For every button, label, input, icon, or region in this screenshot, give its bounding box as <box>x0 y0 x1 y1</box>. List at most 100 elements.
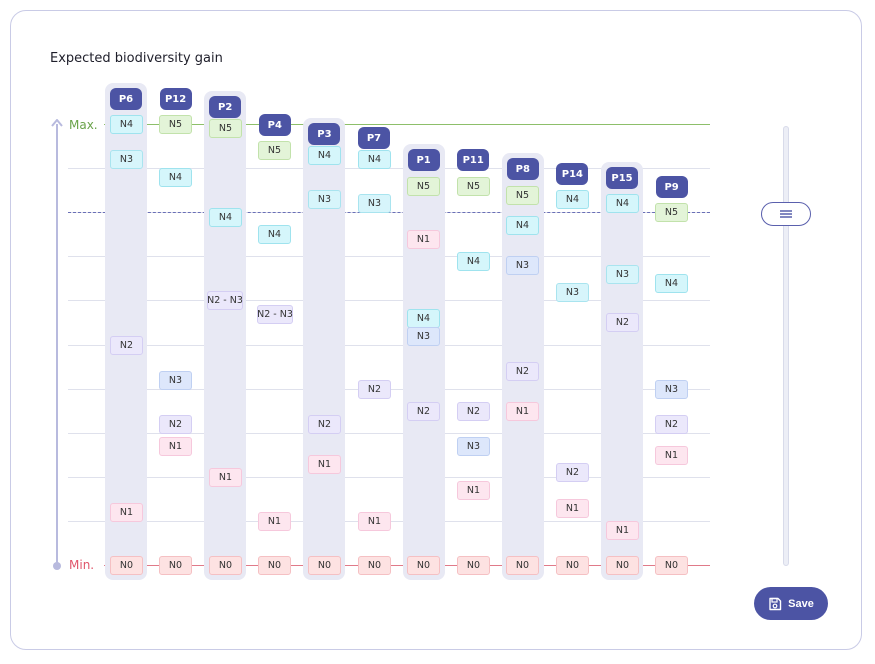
level-chip-p8-n3[interactable]: N3 <box>506 256 539 275</box>
grid-line <box>68 256 710 257</box>
project-header-p2[interactable]: P2 <box>209 96 242 118</box>
level-chip-p12-n5[interactable]: N5 <box>159 115 192 134</box>
level-chip-p14-n1[interactable]: N1 <box>556 499 589 518</box>
max-line <box>104 124 710 125</box>
project-header-p15[interactable]: P15 <box>606 167 638 189</box>
level-chip-p12-n1[interactable]: N1 <box>159 437 192 456</box>
level-chip-p3-n0[interactable]: N0 <box>308 556 341 575</box>
level-chip-p3-n1[interactable]: N1 <box>308 455 341 474</box>
project-column-bg <box>204 91 247 580</box>
level-chip-p1-n4[interactable]: N4 <box>407 309 440 328</box>
level-chip-p11-n4[interactable]: N4 <box>457 252 490 271</box>
level-chip-p8-n1[interactable]: N1 <box>506 402 539 421</box>
level-chip-p15-n0[interactable]: N0 <box>606 556 639 575</box>
level-chip-p14-n0[interactable]: N0 <box>556 556 589 575</box>
project-header-p12[interactable]: P12 <box>159 88 192 110</box>
project-column-bg <box>303 118 346 580</box>
level-chip-p9-n3[interactable]: N3 <box>655 380 688 399</box>
level-chip-p3-n3[interactable]: N3 <box>308 190 341 209</box>
level-chip-p15-n3[interactable]: N3 <box>606 265 639 284</box>
level-chip-p11-n1[interactable]: N1 <box>457 481 490 500</box>
threshold-slider-track[interactable] <box>783 126 789 566</box>
project-header-p7[interactable]: P7 <box>358 127 390 149</box>
drag-handle-icon <box>780 210 792 218</box>
chart-title: Expected biodiversity gain <box>50 51 223 66</box>
project-header-p1[interactable]: P1 <box>407 149 440 171</box>
level-chip-p14-n4[interactable]: N4 <box>556 190 589 209</box>
level-chip-p9-n5[interactable]: N5 <box>655 203 688 222</box>
level-chip-p9-n2[interactable]: N2 <box>655 415 688 434</box>
level-chip-p7-n1[interactable]: N1 <box>358 512 391 531</box>
level-chip-p6-n3[interactable]: N3 <box>110 150 143 169</box>
save-button[interactable]: Save <box>754 587 828 620</box>
grid-line <box>68 345 710 346</box>
level-chip-p8-n2[interactable]: N2 <box>506 362 539 381</box>
project-header-p6[interactable]: P6 <box>110 88 142 110</box>
min-label: Min. <box>69 558 95 572</box>
project-header-p4[interactable]: P4 <box>258 114 291 136</box>
level-chip-p15-n4[interactable]: N4 <box>606 194 639 213</box>
threshold-slider-handle[interactable] <box>761 202 811 226</box>
grid-line <box>68 300 710 301</box>
project-column-bg <box>402 144 445 580</box>
level-chip-p9-n4[interactable]: N4 <box>655 274 688 293</box>
grid-line <box>68 477 710 478</box>
level-chip-p12-n4[interactable]: N4 <box>159 168 192 187</box>
level-chip-p4-n1[interactable]: N1 <box>258 512 291 531</box>
level-chip-p7-n0[interactable]: N0 <box>358 556 391 575</box>
level-chip-p11-n3[interactable]: N3 <box>457 437 490 456</box>
level-chip-p2-n1[interactable]: N1 <box>209 468 242 487</box>
level-chip-p4-n5[interactable]: N5 <box>258 141 291 160</box>
level-chip-p1-n0[interactable]: N0 <box>407 556 440 575</box>
level-chip-p15-n1[interactable]: N1 <box>606 521 639 540</box>
level-chip-p9-n1[interactable]: N1 <box>655 446 688 465</box>
level-chip-p1-n5[interactable]: N5 <box>407 177 440 196</box>
level-chip-p12-n2[interactable]: N2 <box>159 415 192 434</box>
level-chip-p3-n4[interactable]: N4 <box>308 146 341 165</box>
level-chip-p2-n5[interactable]: N5 <box>209 119 242 138</box>
save-icon <box>769 597 782 610</box>
y-axis <box>56 124 58 566</box>
project-header-p14[interactable]: P14 <box>556 163 589 185</box>
level-chip-p2-n2-n3[interactable]: N2 - N3 <box>207 291 243 310</box>
project-header-p11[interactable]: P11 <box>457 149 490 171</box>
project-column-bg <box>601 162 643 580</box>
y-axis-origin-dot <box>53 562 61 570</box>
level-chip-p1-n3[interactable]: N3 <box>407 327 440 346</box>
level-chip-p6-n0[interactable]: N0 <box>110 556 143 575</box>
level-chip-p11-n2[interactable]: N2 <box>457 402 490 421</box>
level-chip-p7-n2[interactable]: N2 <box>358 380 391 399</box>
level-chip-p9-n0[interactable]: N0 <box>655 556 688 575</box>
project-header-p8[interactable]: P8 <box>506 158 539 180</box>
level-chip-p15-n2[interactable]: N2 <box>606 313 639 332</box>
level-chip-p14-n3[interactable]: N3 <box>556 283 589 302</box>
max-label: Max. <box>69 118 98 132</box>
level-chip-p2-n4[interactable]: N4 <box>209 208 242 227</box>
y-axis-arrow-icon <box>51 119 63 127</box>
level-chip-p1-n2[interactable]: N2 <box>407 402 440 421</box>
save-label: Save <box>788 597 814 610</box>
level-chip-p7-n4[interactable]: N4 <box>358 150 391 169</box>
level-chip-p7-n3[interactable]: N3 <box>358 194 391 213</box>
level-chip-p2-n0[interactable]: N0 <box>209 556 242 575</box>
level-chip-p6-n4[interactable]: N4 <box>110 115 143 134</box>
level-chip-p6-n2[interactable]: N2 <box>110 336 143 355</box>
level-chip-p3-n2[interactable]: N2 <box>308 415 341 434</box>
level-chip-p12-n3[interactable]: N3 <box>159 371 192 390</box>
level-chip-p11-n5[interactable]: N5 <box>457 177 490 196</box>
level-chip-p8-n0[interactable]: N0 <box>506 556 539 575</box>
level-chip-p4-n2-n3[interactable]: N2 - N3 <box>257 305 293 324</box>
level-chip-p8-n5[interactable]: N5 <box>506 186 539 205</box>
project-header-p3[interactable]: P3 <box>308 123 341 145</box>
grid-line <box>68 433 710 434</box>
level-chip-p4-n0[interactable]: N0 <box>258 556 291 575</box>
level-chip-p12-n0[interactable]: N0 <box>159 556 192 575</box>
level-chip-p1-n1[interactable]: N1 <box>407 230 440 249</box>
level-chip-p4-n4[interactable]: N4 <box>258 225 291 244</box>
level-chip-p8-n4[interactable]: N4 <box>506 216 539 235</box>
level-chip-p11-n0[interactable]: N0 <box>457 556 490 575</box>
level-chip-p14-n2[interactable]: N2 <box>556 463 589 482</box>
project-header-p9[interactable]: P9 <box>655 176 688 198</box>
level-chip-p6-n1[interactable]: N1 <box>110 503 143 522</box>
